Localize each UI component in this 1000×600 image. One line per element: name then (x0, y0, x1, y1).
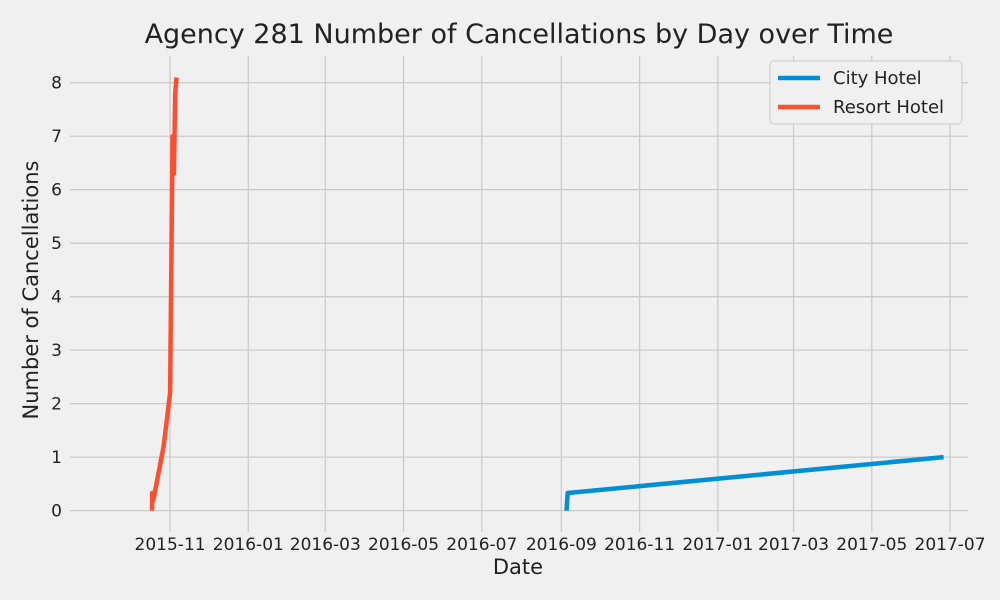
y-axis-label: Number of Cancellations (19, 161, 43, 420)
x-tick-label: 2016-03 (290, 535, 361, 555)
series-lines (149, 77, 944, 511)
y-tick-labels: 0 1 2 3 4 5 6 7 8 (51, 74, 62, 522)
y-tick-label: 7 (51, 127, 62, 147)
x-axis-label: Date (493, 555, 543, 579)
x-tick-label: 2017-03 (758, 535, 829, 555)
x-tick-label: 2016-11 (604, 535, 675, 555)
y-tick-label: 4 (51, 288, 62, 308)
x-tick-labels: 2015-11 2016-01 2016-03 2016-05 2016-07 2016-… (135, 535, 986, 555)
y-tick-label: 0 (51, 502, 62, 522)
x-tick-label: 2016-09 (526, 535, 597, 555)
y-tick-label: 6 (51, 181, 62, 201)
y-tick-label: 5 (51, 234, 62, 254)
x-tick-label: 2017-01 (682, 535, 753, 555)
grid-x (169, 56, 951, 532)
legend-entry: Resort Hotel (833, 97, 944, 118)
chart-title: Agency 281 Number of Cancellations by Da… (145, 19, 894, 50)
y-tick-label: 3 (51, 341, 62, 361)
series-line-city-hotel (564, 454, 944, 511)
series-line-resort-hotel (149, 77, 179, 511)
x-tick-label: 2017-05 (836, 535, 907, 555)
y-tick-label: 1 (51, 448, 62, 468)
x-tick-label: 2016-07 (446, 535, 517, 555)
legend: City Hotel Resort Hotel (769, 60, 963, 125)
x-tick-label: 2016-01 (213, 535, 284, 555)
x-tick-label: 2016-05 (368, 535, 439, 555)
y-tick-label: 2 (51, 395, 62, 415)
x-tick-label: 2017-07 (915, 535, 986, 555)
x-tick-label: 2015-11 (135, 535, 206, 555)
legend-entry: City Hotel (833, 68, 922, 89)
y-tick-label: 8 (51, 74, 62, 94)
